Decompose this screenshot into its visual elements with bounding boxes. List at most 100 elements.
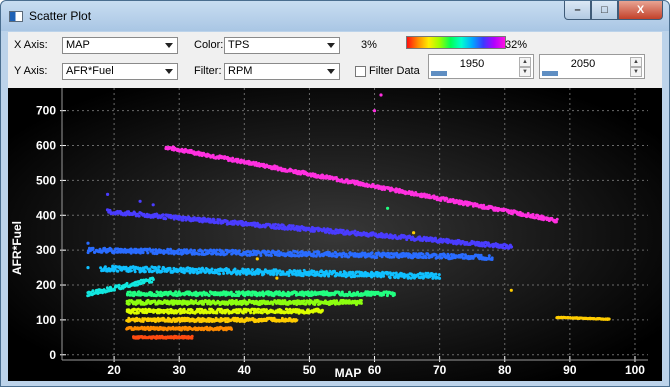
x-axis-select[interactable]: MAP: [62, 37, 178, 54]
range-high-spinner[interactable]: 2050 ▲ ▼: [539, 54, 645, 79]
data-point: [341, 228, 345, 232]
data-point: [246, 293, 250, 297]
data-point: [178, 215, 182, 219]
range-low-spinner[interactable]: 1950 ▲ ▼: [428, 54, 534, 79]
data-point: [148, 280, 151, 284]
data-point: [161, 213, 165, 217]
data-point: [288, 307, 292, 311]
data-point: [160, 294, 164, 298]
data-point: [238, 272, 242, 276]
data-point: [174, 290, 178, 294]
data-point: [424, 256, 428, 260]
data-point: [418, 235, 422, 239]
data-point: [459, 199, 463, 203]
window-controls: – □ X: [564, 1, 663, 20]
data-point: [331, 252, 335, 256]
data-point: [392, 293, 396, 297]
data-point: [257, 307, 260, 311]
data-point: [102, 269, 106, 272]
data-point: [86, 241, 90, 245]
data-point: [471, 204, 475, 208]
data-point: [375, 256, 379, 259]
data-point: [322, 290, 326, 294]
data-point: [248, 253, 252, 257]
range-low-slider[interactable]: [431, 71, 447, 76]
data-point: [335, 299, 339, 303]
filter-data-label: Filter Data: [369, 65, 420, 77]
data-point: [166, 292, 170, 296]
data-point: [414, 191, 418, 194]
data-point: [412, 231, 416, 235]
data-point: [159, 290, 163, 294]
data-point: [345, 178, 349, 182]
range-high-slider[interactable]: [542, 71, 558, 76]
data-point: [339, 270, 342, 274]
data-point: [210, 267, 214, 271]
data-point: [137, 214, 141, 218]
data-point: [206, 302, 210, 306]
data-point: [251, 317, 255, 320]
data-point: [327, 272, 331, 276]
scatter-chart[interactable]: 20 30 40 50 60 70 80 90 100 0 100 200 300 400 500 600 70…: [8, 88, 662, 381]
data-point: [216, 221, 220, 225]
maximize-button[interactable]: □: [591, 1, 618, 20]
data-point: [103, 265, 107, 269]
filter-value: RPM: [228, 65, 253, 77]
y-tick-label: 600: [36, 139, 56, 153]
range-low-value: 1950: [459, 58, 485, 70]
x-tick-label: 40: [238, 363, 252, 377]
data-point: [139, 282, 143, 285]
close-button[interactable]: X: [618, 1, 663, 20]
data-point: [185, 248, 189, 252]
x-tick-label: 70: [433, 363, 447, 377]
data-point: [199, 270, 203, 274]
filter-data-checkbox[interactable]: [355, 66, 366, 77]
data-point: [242, 223, 246, 227]
data-point: [347, 299, 351, 303]
data-point: [192, 270, 196, 274]
minimize-button[interactable]: –: [564, 1, 591, 20]
data-point: [230, 248, 234, 252]
data-point: [272, 250, 276, 254]
data-point: [554, 220, 558, 224]
data-point: [146, 251, 150, 255]
spin-up-icon[interactable]: ▲: [630, 57, 642, 67]
data-point: [385, 294, 389, 298]
color-select[interactable]: TPS: [224, 37, 340, 54]
scatter-plot-area[interactable]: 20 30 40 50 60 70 80 90 100 0 100 200 300 400 500 600 70…: [8, 88, 662, 381]
data-point: [316, 299, 320, 303]
data-point: [274, 222, 277, 226]
spin-up-icon[interactable]: ▲: [519, 57, 531, 67]
data-point: [421, 252, 425, 256]
data-point: [461, 240, 465, 243]
data-point: [509, 288, 513, 292]
data-point: [177, 290, 181, 294]
title-bar[interactable]: Scatter Plot – □ X: [1, 1, 669, 31]
y-axis-select[interactable]: AFR*Fuel: [62, 63, 178, 80]
spin-down-icon[interactable]: ▼: [519, 67, 531, 77]
data-point: [250, 268, 254, 272]
data-point: [340, 255, 344, 259]
data-point: [190, 334, 194, 338]
data-point: [141, 308, 145, 311]
data-point: [133, 270, 137, 274]
data-point: [125, 281, 129, 285]
data-point: [310, 225, 314, 229]
data-point: [152, 269, 156, 273]
data-point: [124, 213, 128, 217]
data-point: [300, 254, 304, 258]
spin-down-icon[interactable]: ▼: [630, 67, 642, 77]
data-point: [438, 276, 442, 280]
data-point: [308, 299, 312, 302]
data-point: [160, 270, 164, 273]
filter-select[interactable]: RPM: [224, 63, 340, 80]
data-point: [262, 162, 266, 166]
data-point: [312, 229, 316, 233]
data-point: [178, 307, 182, 311]
data-point: [260, 311, 264, 315]
data-point: [136, 311, 140, 315]
data-point: [325, 229, 329, 233]
x-tick-label: 20: [107, 363, 121, 377]
data-point: [182, 271, 186, 275]
y-tick-label: 100: [36, 313, 56, 327]
